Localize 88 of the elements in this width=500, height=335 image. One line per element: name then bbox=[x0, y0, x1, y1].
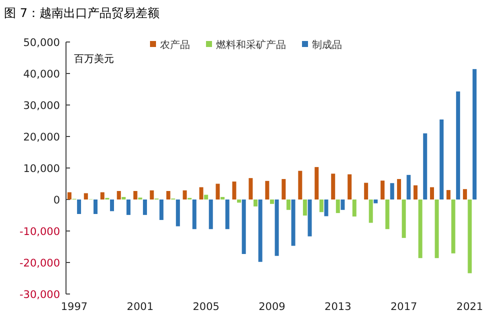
bar bbox=[472, 69, 477, 200]
bar bbox=[225, 200, 230, 230]
bar bbox=[248, 178, 253, 200]
bar bbox=[232, 182, 236, 200]
bar bbox=[116, 190, 121, 200]
x-tick-label: 1997 bbox=[60, 301, 88, 313]
bar bbox=[100, 192, 104, 200]
bar bbox=[446, 190, 450, 200]
bar bbox=[242, 200, 246, 254]
bar bbox=[282, 179, 286, 200]
y-tick-label: 30,000 bbox=[23, 100, 60, 112]
bar bbox=[176, 200, 180, 226]
bar bbox=[456, 91, 460, 200]
x-tick-label: 2009 bbox=[258, 301, 286, 313]
bar bbox=[402, 200, 406, 238]
bar bbox=[192, 200, 196, 230]
bar bbox=[133, 190, 138, 200]
bar bbox=[385, 200, 390, 230]
bar bbox=[142, 200, 147, 215]
y-tick-label: 50,000 bbox=[23, 37, 60, 49]
bar bbox=[122, 196, 126, 200]
bar bbox=[208, 200, 213, 230]
y-tick-label: 40,000 bbox=[23, 68, 60, 80]
bar bbox=[340, 200, 345, 210]
bar bbox=[126, 200, 130, 215]
x-tick-label: 2005 bbox=[192, 301, 220, 313]
legend-label: 燃料和采矿产品 bbox=[216, 39, 286, 51]
bar bbox=[302, 200, 307, 216]
bar bbox=[182, 190, 187, 200]
bar bbox=[380, 180, 385, 200]
bar bbox=[368, 200, 373, 223]
bar bbox=[390, 183, 394, 200]
bar bbox=[374, 200, 378, 204]
bar bbox=[462, 189, 467, 200]
bar bbox=[352, 200, 356, 217]
bar bbox=[348, 174, 352, 200]
bar bbox=[423, 133, 428, 200]
bar bbox=[418, 200, 422, 258]
bar bbox=[84, 193, 88, 200]
y-tick-label: 20,000 bbox=[23, 132, 60, 144]
bar bbox=[298, 170, 302, 200]
bar bbox=[440, 119, 444, 200]
bar bbox=[308, 200, 312, 236]
bar bbox=[199, 187, 204, 200]
x-tick-label: 2013 bbox=[324, 301, 352, 313]
bar bbox=[220, 196, 225, 200]
bar bbox=[406, 174, 411, 200]
bar bbox=[166, 190, 170, 200]
bar bbox=[258, 200, 262, 262]
legend-label: 农产品 bbox=[160, 39, 190, 51]
annotation: 百万美元 bbox=[74, 53, 114, 65]
bar bbox=[77, 200, 82, 214]
y-tick-label: -20,000 bbox=[19, 258, 60, 270]
bar bbox=[254, 200, 258, 206]
bar bbox=[397, 179, 402, 200]
bar bbox=[237, 200, 242, 203]
bar bbox=[414, 185, 418, 200]
bar bbox=[331, 174, 336, 200]
bar bbox=[468, 200, 472, 274]
bar bbox=[286, 200, 290, 210]
bar bbox=[216, 184, 220, 200]
bar bbox=[204, 194, 208, 200]
bar bbox=[159, 200, 164, 220]
legend-label: 制成品 bbox=[312, 39, 342, 51]
bar bbox=[274, 200, 279, 256]
y-tick-label: -30,000 bbox=[19, 289, 60, 301]
bar bbox=[67, 192, 72, 200]
chart-title: 图 7：越南出口产品贸易差额 bbox=[4, 6, 160, 20]
bar bbox=[434, 200, 439, 258]
bar bbox=[291, 200, 296, 246]
bar bbox=[110, 200, 114, 212]
x-tick-label: 2017 bbox=[390, 301, 418, 313]
bar bbox=[364, 182, 368, 200]
bar bbox=[336, 200, 340, 214]
y-tick-label: 0 bbox=[53, 194, 60, 206]
bar bbox=[324, 200, 328, 216]
x-tick-label: 2001 bbox=[126, 301, 154, 313]
x-tick-label: 2021 bbox=[456, 301, 484, 313]
bar bbox=[430, 187, 434, 200]
bar bbox=[94, 200, 98, 214]
y-tick-label: -10,000 bbox=[19, 226, 60, 238]
bar bbox=[314, 167, 319, 200]
bar bbox=[319, 200, 324, 212]
bar bbox=[265, 180, 270, 200]
bar bbox=[451, 200, 456, 254]
bar bbox=[270, 200, 274, 204]
y-tick-label: 10,000 bbox=[23, 163, 60, 175]
bar bbox=[150, 190, 154, 200]
